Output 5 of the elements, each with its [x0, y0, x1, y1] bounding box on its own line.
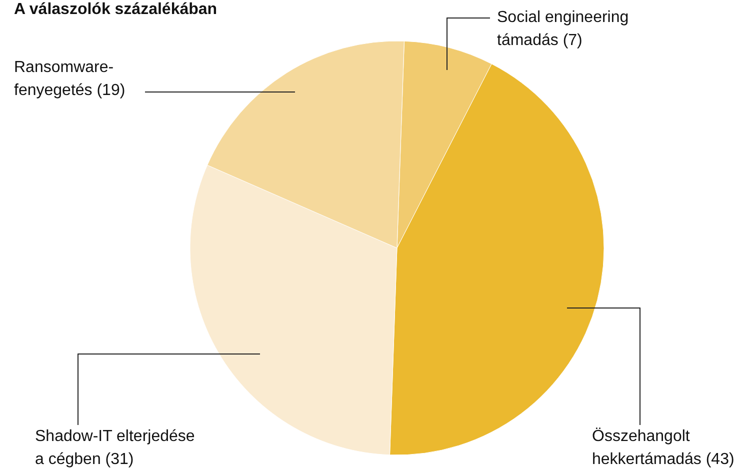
chart-title: A válaszolók százalékában [14, 1, 218, 18]
slice-label: Shadow-IT elterjedése a cégben (31) [35, 428, 195, 468]
slice-label: Social engineering támadás (7) [497, 9, 629, 49]
slice-label: Összehangolt hekkertámadás (43) [592, 427, 734, 468]
slice-label: Ransomware- fenyegetés (19) [14, 59, 126, 99]
